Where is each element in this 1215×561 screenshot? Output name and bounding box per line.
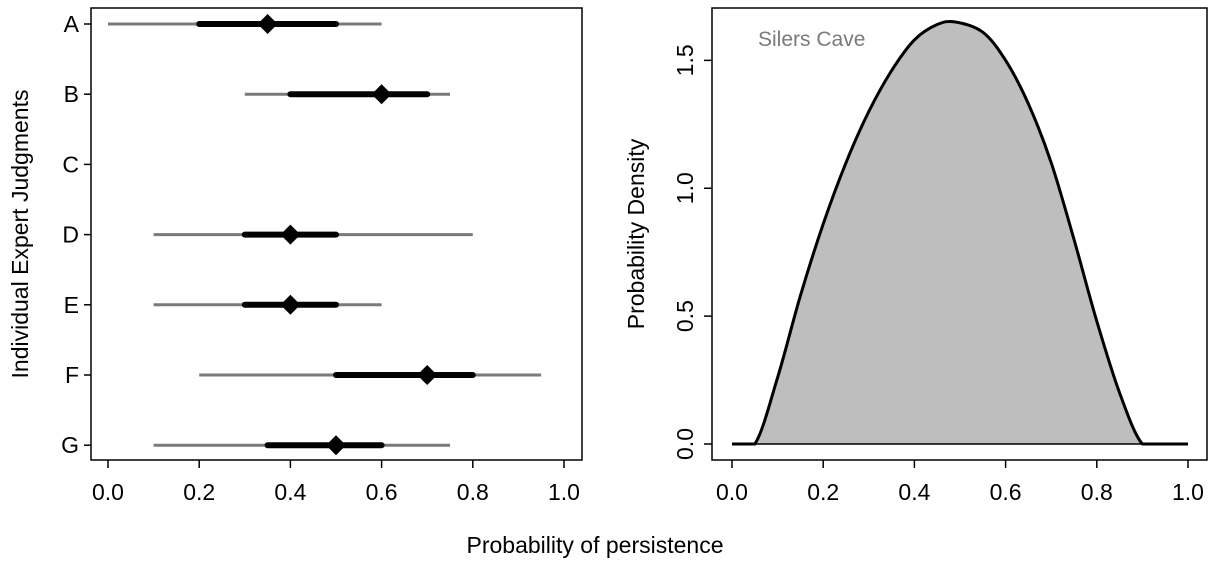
right-y-tick-label-2: 1.0 bbox=[672, 172, 698, 204]
best-estimate-E bbox=[280, 294, 301, 315]
left-x-tick-label-1: 0.2 bbox=[183, 479, 215, 505]
expert-label-D: D bbox=[62, 222, 79, 248]
expert-label-G: G bbox=[61, 432, 79, 458]
right-x-tick-label-0: 0.0 bbox=[716, 479, 748, 505]
expert-label-F: F bbox=[65, 362, 79, 388]
left-y-axis-label: Individual Expert Judgments bbox=[7, 90, 33, 379]
expert-label-B: B bbox=[64, 81, 79, 107]
left-x-tick-label-2: 0.4 bbox=[274, 479, 306, 505]
right-x-tick-label-2: 0.4 bbox=[898, 479, 930, 505]
expert-label-E: E bbox=[64, 292, 79, 318]
left-x-tick-label-0: 0.0 bbox=[92, 479, 124, 505]
left-y-axis: A B C D E F G bbox=[61, 11, 91, 458]
left-plot-marks bbox=[108, 14, 542, 456]
density-panel: Silers Cave Probability Density 0.0 0.5 1.… bbox=[623, 7, 1208, 505]
right-x-axis: 0.0 0.2 0.4 0.6 0.8 1.0 bbox=[716, 460, 1204, 505]
right-x-tick-label-4: 0.8 bbox=[1081, 479, 1113, 505]
best-estimate-G bbox=[326, 435, 346, 456]
right-x-tick-label-5: 1.0 bbox=[1172, 479, 1204, 505]
expert-label-C: C bbox=[62, 151, 79, 177]
left-x-tick-label-3: 0.6 bbox=[366, 479, 398, 505]
right-y-axis-label: Probability Density bbox=[623, 138, 649, 329]
left-x-tick-label-4: 0.8 bbox=[457, 479, 489, 505]
shared-x-axis-label: Probability of persistence bbox=[467, 532, 724, 558]
best-estimate-A bbox=[257, 14, 278, 34]
right-y-tick-label-3: 1.5 bbox=[672, 44, 698, 76]
right-x-tick-label-3: 0.6 bbox=[990, 479, 1022, 505]
right-plot-frame bbox=[711, 7, 1208, 461]
best-estimate-D bbox=[280, 224, 301, 245]
site-annotation: Silers Cave bbox=[758, 28, 865, 51]
left-x-tick-label-5: 1.0 bbox=[548, 479, 580, 505]
density-area bbox=[732, 21, 1188, 444]
density-curve bbox=[732, 19, 1188, 446]
best-estimate-B bbox=[371, 84, 392, 105]
right-y-tick-label-1: 0.5 bbox=[672, 300, 698, 332]
right-x-tick-label-1: 0.2 bbox=[807, 479, 839, 505]
best-estimate-F bbox=[417, 365, 438, 385]
expert-label-A: A bbox=[64, 11, 80, 37]
right-plot-marks bbox=[732, 19, 1188, 446]
right-y-tick-label-0: 0.0 bbox=[672, 428, 698, 460]
right-y-axis: 0.0 0.5 1.0 1.5 bbox=[672, 44, 712, 460]
left-x-axis: 0.0 0.2 0.4 0.6 0.8 1.0 bbox=[92, 460, 580, 505]
